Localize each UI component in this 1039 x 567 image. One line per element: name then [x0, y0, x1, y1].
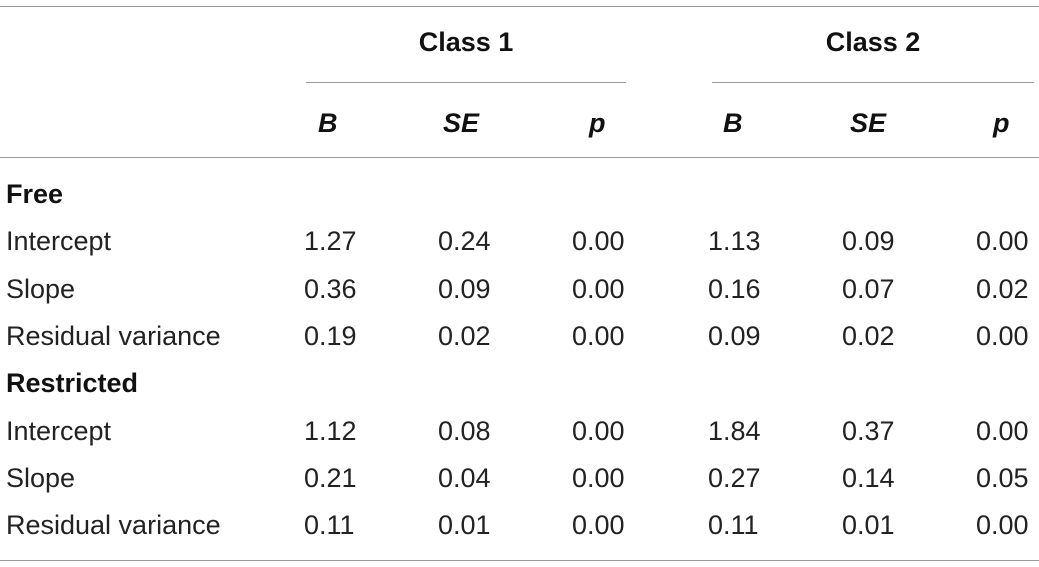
table-cell: 0.00 [572, 463, 625, 493]
table-cell: 0.21 [304, 463, 357, 493]
table-cell: 0.36 [304, 274, 357, 304]
column-header-se-class-2: SE [850, 108, 887, 138]
table-top-rule [0, 6, 1039, 7]
table-cell: 0.19 [304, 321, 357, 351]
table-cell: 0.14 [842, 463, 895, 493]
row-label: Residual variance [6, 321, 221, 351]
table-cell: 0.05 [976, 463, 1029, 493]
group-header-class-2: Class 2 [825, 27, 921, 57]
row-label: Intercept [6, 416, 112, 446]
table-cell: 0.00 [572, 274, 625, 304]
table-bottom-rule [0, 560, 1039, 561]
table-cell: 0.00 [976, 510, 1029, 540]
table-cell: 0.08 [438, 416, 491, 446]
table-cell: 0.09 [708, 321, 761, 351]
column-header-b-class-1: B [318, 108, 338, 138]
column-header-p-class-1: p [589, 108, 606, 138]
table-cell: 0.00 [572, 226, 625, 256]
group-header-class-1: Class 1 [418, 27, 514, 57]
column-header-p-class-2: p [993, 108, 1010, 138]
row-label: Residual variance [6, 510, 221, 540]
row-label: Slope [6, 274, 76, 304]
table-cell: 0.01 [842, 510, 895, 540]
table-cell: 0.11 [304, 510, 355, 540]
table-cell: 1.12 [304, 416, 357, 446]
table-cell: 0.00 [976, 416, 1029, 446]
section-label-free: Free [6, 179, 64, 209]
table-cell: 0.09 [842, 226, 895, 256]
table-cell: 1.84 [708, 416, 761, 446]
table-cell: 0.04 [438, 463, 491, 493]
row-label: Slope [6, 463, 76, 493]
table-cell: 0.00 [976, 321, 1029, 351]
table-cell: 0.00 [976, 226, 1029, 256]
table-cell: 0.00 [572, 416, 625, 446]
group-rule-class-1 [306, 82, 626, 83]
table-cell: 0.09 [438, 274, 491, 304]
table-cell: 0.00 [572, 321, 625, 351]
table-cell: 0.01 [438, 510, 491, 540]
table-cell: 0.02 [976, 274, 1029, 304]
column-header-se-class-1: SE [443, 108, 480, 138]
table-cell: 0.16 [708, 274, 761, 304]
table-cell: 1.27 [304, 226, 357, 256]
table-cell: 0.00 [572, 510, 625, 540]
section-label-restricted: Restricted [6, 368, 139, 398]
table-cell: 0.02 [842, 321, 895, 351]
group-rule-class-2 [712, 82, 1034, 83]
table-cell: 1.13 [708, 226, 761, 256]
column-header-b-class-2: B [723, 108, 743, 138]
row-label: Intercept [6, 226, 112, 256]
header-rule [0, 157, 1039, 158]
table-cell: 0.11 [708, 510, 759, 540]
table-cell: 0.07 [842, 274, 895, 304]
table-cell: 0.27 [708, 463, 761, 493]
table-cell: 0.02 [438, 321, 491, 351]
table-cell: 0.37 [842, 416, 895, 446]
table-cell: 0.24 [438, 226, 491, 256]
